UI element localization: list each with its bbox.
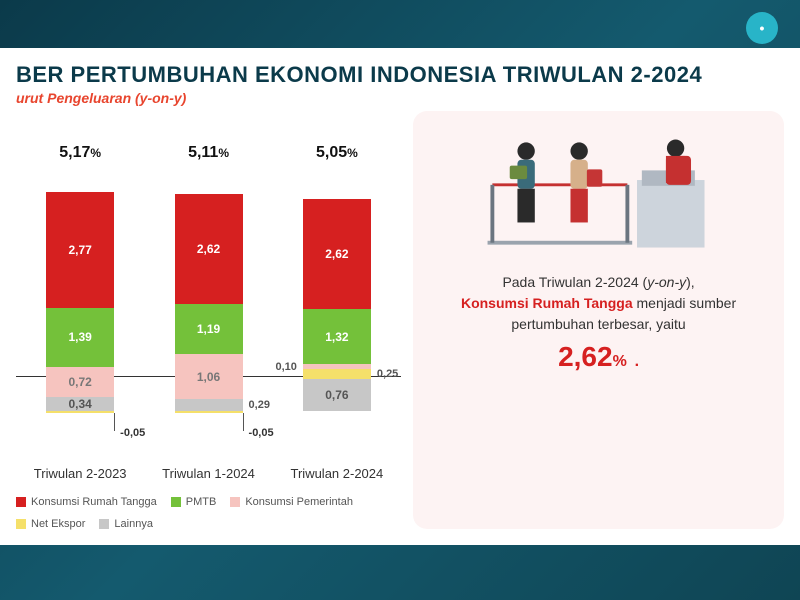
segment-lain: 0,29: [175, 399, 243, 411]
bar-total-label: 5,17%: [59, 144, 101, 162]
segment-net: -0,05: [46, 411, 114, 413]
legend-swatch: [230, 497, 240, 507]
segment-net: -0,05: [175, 411, 243, 413]
legend-item: Konsumsi Pemerintah: [230, 496, 353, 508]
bar-group: 5,17%0,340,721,392,77-0,05: [30, 166, 130, 411]
segment-lain: 0,34: [46, 397, 114, 411]
segment-pmtb: 1,19: [175, 304, 243, 354]
legend-label: Lainnya: [114, 518, 153, 530]
bar-total-label: 5,05%: [316, 144, 358, 162]
slide-subtitle: urut Pengeluaran (y-on-y): [16, 90, 784, 106]
category-labels: Triwulan 2-2023 Triwulan 1-2024 Triwulan 2…: [16, 466, 401, 481]
segment-pmtb: 1,32: [303, 309, 371, 364]
category-label: Triwulan 1-2024: [159, 466, 259, 481]
callout-illustration: [431, 127, 766, 262]
callout-panel: Pada Triwulan 2-2024 (y-on-y), Konsumsi …: [413, 111, 784, 529]
callout-highlight: Konsumsi Rumah Tangga: [461, 295, 633, 311]
slide-card: BER PERTUMBUHAN EKONOMI INDONESIA TRIWUL…: [0, 48, 800, 545]
bars-row: 5,17%0,340,721,392,77-0,055,11%0,291,061…: [16, 131, 401, 411]
segment-rt: 2,62: [303, 199, 371, 309]
legend-swatch: [99, 519, 109, 529]
legend-label: PMTB: [186, 496, 217, 508]
segment-lain: 0,76: [303, 379, 371, 411]
segment-rt: 2,62: [175, 194, 243, 304]
bar-group: 5,05%0,760,250,101,322,62: [287, 166, 387, 411]
callout-text: Pada Triwulan 2-2024 (y-on-y), Konsumsi …: [431, 272, 766, 335]
category-label: Triwulan 2-2024: [287, 466, 387, 481]
legend-label: Konsumsi Rumah Tangga: [31, 496, 157, 508]
chart-area: 5,17%0,340,721,392,77-0,055,11%0,291,061…: [16, 106, 401, 529]
legend-item: Konsumsi Rumah Tangga: [16, 496, 157, 508]
legend-label: Konsumsi Pemerintah: [245, 496, 353, 508]
callout-bignum: 2,62% .: [558, 341, 639, 373]
segment-pem: 1,06: [175, 354, 243, 399]
legend-item: Net Ekspor: [16, 518, 85, 530]
bar-group: 5,11%0,291,061,192,62-0,05: [159, 166, 259, 411]
legend-item: Lainnya: [99, 518, 153, 530]
legend-item: PMTB: [171, 496, 217, 508]
slide-title: BER PERTUMBUHAN EKONOMI INDONESIA TRIWUL…: [16, 62, 784, 88]
legend-swatch: [16, 519, 26, 529]
logo-badge: •: [746, 12, 778, 44]
segment-pmtb: 1,39: [46, 308, 114, 366]
category-label: Triwulan 2-2023: [30, 466, 130, 481]
segment-rt: 2,77: [46, 192, 114, 308]
segment-net: 0,25: [303, 369, 371, 380]
legend-swatch: [171, 497, 181, 507]
legend-swatch: [16, 497, 26, 507]
bar-total-label: 5,11%: [188, 144, 229, 162]
segment-pem: 0,72: [46, 367, 114, 397]
legend: Konsumsi Rumah Tangga PMTB Konsumsi Pemeri…: [16, 496, 401, 530]
legend-label: Net Ekspor: [31, 518, 85, 530]
segment-pem: 0,10: [303, 364, 371, 368]
content-row: 5,17%0,340,721,392,77-0,055,11%0,291,061…: [16, 106, 784, 529]
